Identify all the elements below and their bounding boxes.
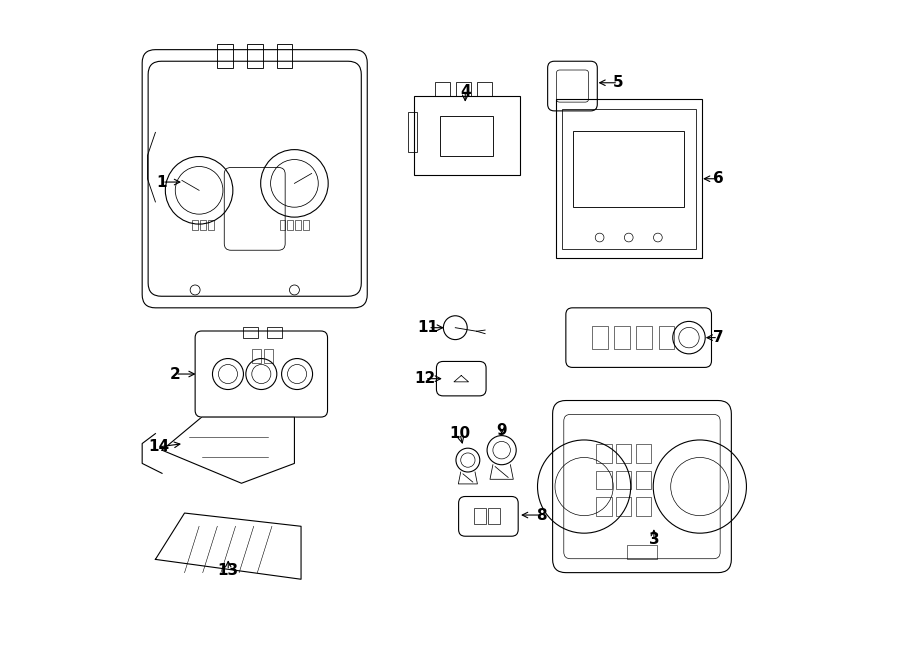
Bar xyxy=(573,131,684,207)
Bar xyxy=(626,545,657,559)
Bar xyxy=(252,348,261,363)
Text: 9: 9 xyxy=(496,423,507,438)
Polygon shape xyxy=(162,417,294,483)
Bar xyxy=(456,81,471,96)
Bar xyxy=(597,444,611,463)
Text: 13: 13 xyxy=(218,563,238,578)
Bar xyxy=(477,81,492,96)
Bar xyxy=(562,109,696,249)
Bar xyxy=(636,471,651,489)
Bar xyxy=(592,326,608,350)
Bar xyxy=(303,220,310,230)
Bar xyxy=(295,220,302,230)
Bar xyxy=(200,220,206,230)
Bar xyxy=(280,220,285,230)
Bar xyxy=(247,44,263,68)
Bar xyxy=(597,471,611,489)
Bar xyxy=(616,496,631,516)
Bar xyxy=(636,444,651,463)
Bar xyxy=(636,326,652,350)
Bar xyxy=(556,99,702,258)
Bar xyxy=(615,326,630,350)
Text: 7: 7 xyxy=(713,330,724,345)
Text: 14: 14 xyxy=(148,440,169,454)
FancyArrowPatch shape xyxy=(495,467,508,477)
Bar xyxy=(616,444,631,463)
FancyArrowPatch shape xyxy=(463,474,473,482)
Text: 11: 11 xyxy=(418,320,438,335)
Text: 8: 8 xyxy=(536,508,546,522)
Bar xyxy=(489,508,500,524)
Bar xyxy=(616,471,631,489)
Text: 12: 12 xyxy=(414,371,436,386)
Bar xyxy=(409,112,417,152)
Text: 1: 1 xyxy=(157,175,167,189)
Bar xyxy=(267,327,282,338)
Text: 5: 5 xyxy=(613,75,624,90)
Bar xyxy=(276,44,292,68)
Bar xyxy=(208,220,214,230)
Bar xyxy=(474,508,486,524)
Bar xyxy=(414,96,519,175)
Text: 10: 10 xyxy=(449,426,471,441)
Text: 6: 6 xyxy=(713,171,724,186)
Text: 3: 3 xyxy=(649,532,659,547)
Bar xyxy=(440,116,493,156)
Bar xyxy=(636,496,651,516)
Bar xyxy=(264,348,274,363)
Bar xyxy=(435,81,450,96)
Bar xyxy=(217,44,233,68)
Text: 2: 2 xyxy=(170,367,181,381)
Text: 4: 4 xyxy=(460,84,471,99)
Bar xyxy=(244,327,257,338)
Bar xyxy=(287,220,293,230)
Polygon shape xyxy=(156,513,302,579)
Bar xyxy=(659,326,674,350)
Bar xyxy=(597,496,611,516)
Bar xyxy=(193,220,198,230)
